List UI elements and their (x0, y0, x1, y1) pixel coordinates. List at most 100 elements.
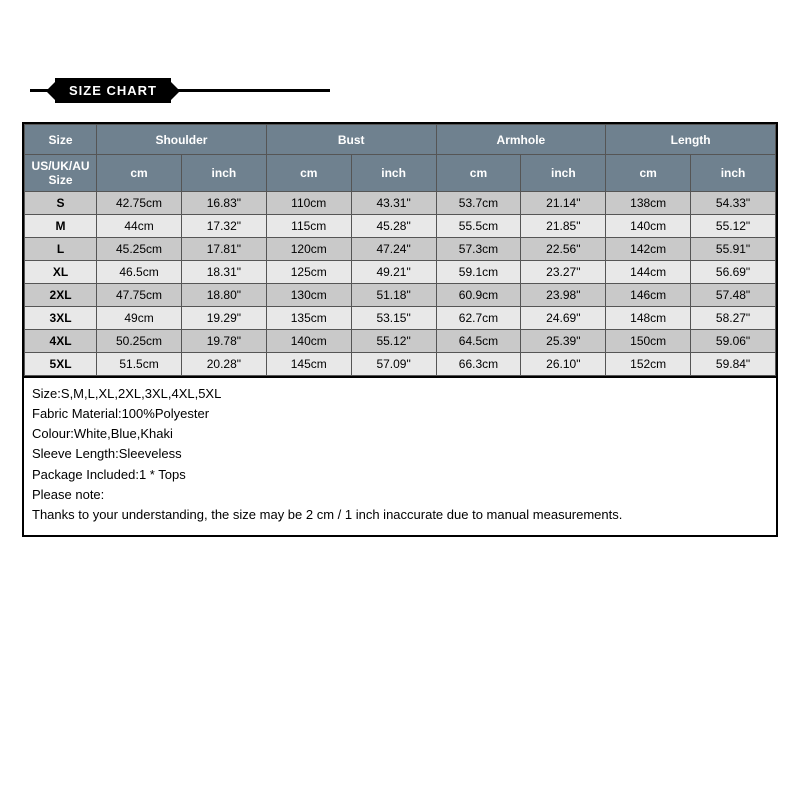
size-table-body: S42.75cm16.83"110cm43.31"53.7cm21.14"138… (25, 192, 776, 376)
cell-armhole_cm: 64.5cm (436, 330, 521, 353)
cell-armhole_cm: 53.7cm (436, 192, 521, 215)
table-row: XL46.5cm18.31"125cm49.21"59.1cm23.27"144… (25, 261, 776, 284)
cell-bust_cm: 120cm (266, 238, 351, 261)
col-armhole-in: inch (521, 155, 606, 192)
desc-colour: Colour:White,Blue,Khaki (32, 424, 768, 444)
table-row: 5XL51.5cm20.28"145cm57.09"66.3cm26.10"15… (25, 353, 776, 376)
cell-armhole_cm: 57.3cm (436, 238, 521, 261)
cell-length_in: 59.06" (691, 330, 776, 353)
cell-length_cm: 150cm (606, 330, 691, 353)
size-table: Size Shoulder Bust Armhole Length US/UK/… (24, 124, 776, 376)
cell-shoulder_cm: 45.25cm (97, 238, 182, 261)
col-armhole-cm: cm (436, 155, 521, 192)
cell-bust_in: 55.12" (351, 330, 436, 353)
cell-shoulder_in: 19.29" (181, 307, 266, 330)
col-size: Size (25, 125, 97, 155)
size-chart-panel: Size Shoulder Bust Armhole Length US/UK/… (22, 122, 778, 537)
cell-bust_cm: 135cm (266, 307, 351, 330)
cell-armhole_in: 23.98" (521, 284, 606, 307)
cell-length_in: 57.48" (691, 284, 776, 307)
cell-length_cm: 152cm (606, 353, 691, 376)
col-shoulder: Shoulder (97, 125, 267, 155)
cell-shoulder_cm: 46.5cm (97, 261, 182, 284)
cell-length_cm: 140cm (606, 215, 691, 238)
cell-bust_cm: 145cm (266, 353, 351, 376)
cell-shoulder_in: 18.80" (181, 284, 266, 307)
cell-bust_in: 43.31" (351, 192, 436, 215)
desc-package: Package Included:1 * Tops (32, 465, 768, 485)
desc-disclaimer: Thanks to your understanding, the size m… (32, 505, 768, 525)
table-row: 2XL47.75cm18.80"130cm51.18"60.9cm23.98"1… (25, 284, 776, 307)
cell-armhole_in: 23.27" (521, 261, 606, 284)
col-bust-cm: cm (266, 155, 351, 192)
cell-size: M (25, 215, 97, 238)
cell-length_in: 54.33" (691, 192, 776, 215)
desc-sleeve: Sleeve Length:Sleeveless (32, 444, 768, 464)
cell-shoulder_in: 17.32" (181, 215, 266, 238)
cell-bust_in: 51.18" (351, 284, 436, 307)
banner-title: SIZE CHART (55, 78, 171, 103)
cell-length_in: 55.12" (691, 215, 776, 238)
col-bust: Bust (266, 125, 436, 155)
cell-shoulder_cm: 47.75cm (97, 284, 182, 307)
cell-length_cm: 142cm (606, 238, 691, 261)
cell-bust_cm: 140cm (266, 330, 351, 353)
cell-bust_cm: 130cm (266, 284, 351, 307)
size-chart-banner: SIZE CHART (30, 75, 330, 105)
cell-length_cm: 148cm (606, 307, 691, 330)
cell-bust_cm: 110cm (266, 192, 351, 215)
table-row: 4XL50.25cm19.78"140cm55.12"64.5cm25.39"1… (25, 330, 776, 353)
cell-shoulder_in: 19.78" (181, 330, 266, 353)
desc-size: Size:S,M,L,XL,2XL,3XL,4XL,5XL (32, 384, 768, 404)
desc-note: Please note: (32, 485, 768, 505)
cell-size: 4XL (25, 330, 97, 353)
cell-armhole_cm: 60.9cm (436, 284, 521, 307)
cell-shoulder_cm: 42.75cm (97, 192, 182, 215)
cell-armhole_cm: 55.5cm (436, 215, 521, 238)
cell-armhole_in: 24.69" (521, 307, 606, 330)
cell-shoulder_in: 16.83" (181, 192, 266, 215)
cell-armhole_in: 21.14" (521, 192, 606, 215)
cell-armhole_cm: 59.1cm (436, 261, 521, 284)
cell-length_cm: 146cm (606, 284, 691, 307)
cell-armhole_in: 25.39" (521, 330, 606, 353)
cell-bust_in: 45.28" (351, 215, 436, 238)
cell-size: L (25, 238, 97, 261)
desc-fabric: Fabric Material:100%Polyester (32, 404, 768, 424)
table-row: M44cm17.32"115cm45.28"55.5cm21.85"140cm5… (25, 215, 776, 238)
cell-length_in: 59.84" (691, 353, 776, 376)
cell-length_in: 58.27" (691, 307, 776, 330)
table-row: 3XL49cm19.29"135cm53.15"62.7cm24.69"148c… (25, 307, 776, 330)
cell-shoulder_cm: 44cm (97, 215, 182, 238)
cell-shoulder_cm: 51.5cm (97, 353, 182, 376)
cell-length_cm: 144cm (606, 261, 691, 284)
cell-shoulder_in: 17.81" (181, 238, 266, 261)
cell-armhole_cm: 62.7cm (436, 307, 521, 330)
header-row-2: US/UK/AU Size cm inch cm inch cm inch cm… (25, 155, 776, 192)
col-length-in: inch (691, 155, 776, 192)
cell-size: 3XL (25, 307, 97, 330)
col-bust-in: inch (351, 155, 436, 192)
table-row: S42.75cm16.83"110cm43.31"53.7cm21.14"138… (25, 192, 776, 215)
cell-length_cm: 138cm (606, 192, 691, 215)
cell-bust_in: 47.24" (351, 238, 436, 261)
col-armhole: Armhole (436, 125, 606, 155)
description-box: Size:S,M,L,XL,2XL,3XL,4XL,5XL Fabric Mat… (24, 376, 776, 535)
cell-armhole_cm: 66.3cm (436, 353, 521, 376)
cell-size: 5XL (25, 353, 97, 376)
cell-shoulder_in: 18.31" (181, 261, 266, 284)
col-length: Length (606, 125, 776, 155)
cell-bust_in: 57.09" (351, 353, 436, 376)
cell-armhole_in: 26.10" (521, 353, 606, 376)
cell-shoulder_cm: 50.25cm (97, 330, 182, 353)
col-size-label: US/UK/AU Size (25, 155, 97, 192)
cell-length_in: 56.69" (691, 261, 776, 284)
cell-length_in: 55.91" (691, 238, 776, 261)
cell-size: XL (25, 261, 97, 284)
cell-bust_cm: 125cm (266, 261, 351, 284)
cell-armhole_in: 21.85" (521, 215, 606, 238)
cell-bust_cm: 115cm (266, 215, 351, 238)
cell-size: S (25, 192, 97, 215)
cell-size: 2XL (25, 284, 97, 307)
cell-bust_in: 49.21" (351, 261, 436, 284)
